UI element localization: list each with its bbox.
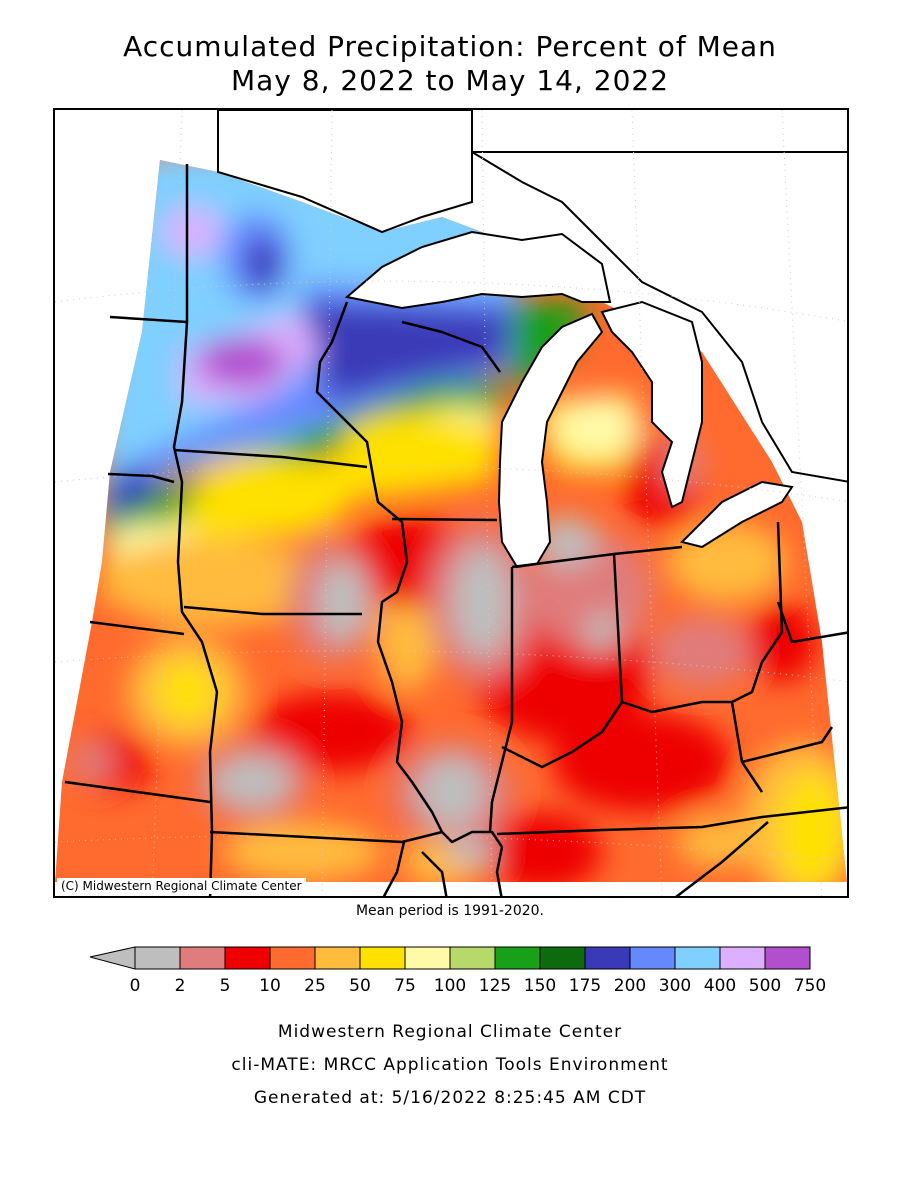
legend-bin-5 — [359, 946, 406, 970]
legend-label-11: 200 — [613, 976, 647, 996]
legend-label-15: 750 — [793, 976, 827, 996]
copyright-label: (C) Midwestern Regional Climate Center — [57, 878, 306, 894]
legend-label-2: 5 — [219, 976, 231, 996]
footer-org: Midwestern Regional Climate Center — [277, 1022, 623, 1042]
legend-label-10: 175 — [568, 976, 602, 996]
ontario-region — [468, 151, 847, 483]
legend-bin-1 — [179, 946, 226, 970]
map-date-range: May 8, 2022 to May 14, 2022 — [230, 64, 670, 97]
legend-bin-13 — [719, 946, 766, 970]
footer-generated: Generated at: 5/16/2022 8:25:45 AM CDT — [253, 1088, 647, 1108]
legend-bin-9 — [539, 946, 586, 970]
lake-superior — [344, 230, 612, 310]
legend-bin-2 — [224, 946, 271, 970]
legend-label-13: 400 — [703, 976, 737, 996]
legend-under-arrow — [89, 946, 136, 970]
legend-labels: 0 2 5 10 25 50 75 100 125 150 175 200 300 400 500 750 — [0, 976, 900, 1000]
precipitation-map — [55, 110, 847, 896]
legend-label-3: 10 — [259, 976, 281, 996]
legend-bin-14 — [764, 946, 811, 970]
legend-bin-3 — [269, 946, 316, 970]
footer-tool: cli-MATE: MRCC Application Tools Environ… — [231, 1055, 669, 1075]
map-panel: (C) Midwestern Regional Climate Center — [53, 108, 849, 898]
legend-label-14: 500 — [748, 976, 782, 996]
lake-michigan — [497, 312, 604, 569]
legend-bin-7 — [449, 946, 496, 970]
legend-label-6: 75 — [394, 976, 416, 996]
legend-bin-12 — [674, 946, 721, 970]
state-boundaries — [64, 164, 847, 896]
canada-north — [217, 110, 473, 234]
legend-bin-4 — [314, 946, 361, 970]
great-lakes — [217, 110, 847, 569]
legend-bin-10 — [584, 946, 631, 970]
legend-bin-6 — [404, 946, 451, 970]
legend-bin-8 — [494, 946, 541, 970]
lake-erie — [680, 480, 794, 549]
color-legend — [89, 946, 811, 970]
legend-label-4: 25 — [304, 976, 326, 996]
legend-label-8: 125 — [478, 976, 512, 996]
legend-label-7: 100 — [433, 976, 467, 996]
legend-label-9: 150 — [523, 976, 557, 996]
legend-label-5: 50 — [349, 976, 371, 996]
lake-huron — [600, 300, 703, 509]
legend-bin-0 — [134, 946, 181, 970]
mean-period-note: Mean period is 1991-2020. — [355, 903, 545, 919]
legend-label-1: 2 — [174, 976, 186, 996]
graticule — [55, 110, 847, 896]
legend-bin-11 — [629, 946, 676, 970]
legend-label-0: 0 — [129, 976, 141, 996]
legend-label-12: 300 — [658, 976, 692, 996]
map-title: Accumulated Precipitation: Percent of Me… — [123, 30, 777, 63]
